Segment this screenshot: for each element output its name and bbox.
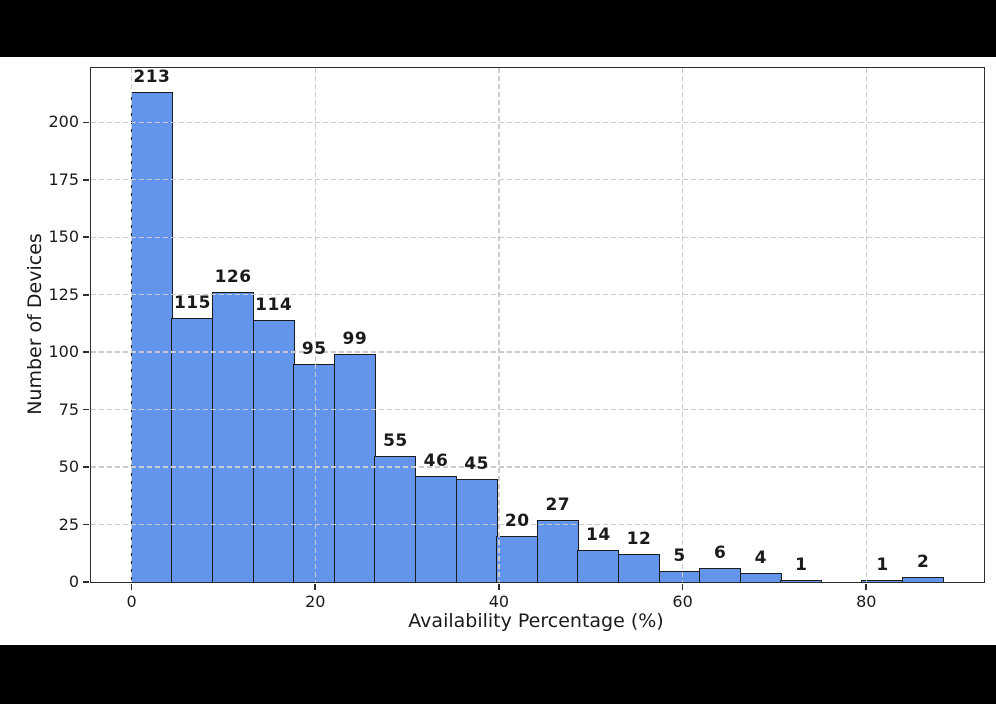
y-tick-mark [83,408,90,411]
histogram-bar [739,572,782,582]
y-axis-title: Number of Devices [24,233,46,415]
chart-figure: 0 20 40 60 80 0 25 50 75 100 125 150 175 200 213 115 126… [0,57,996,645]
histogram-bar [861,579,904,582]
y-tick-mark [83,293,90,296]
y-gridline [91,236,984,238]
x-gridline [498,68,500,582]
y-tick-label: 175 [48,169,79,189]
histogram-bar [577,549,620,582]
histogram-bar [455,478,498,582]
y-gridline [91,351,984,353]
y-tick-label: 25 [58,514,79,534]
histogram-bar [252,320,295,582]
x-gridline [130,68,133,582]
bar-value-label: 45 [464,453,489,474]
x-axis-title: Availability Percentage (%) [408,610,664,632]
y-tick-mark [83,236,90,239]
histogram-bar [658,570,701,582]
bar-value-label: 95 [301,338,327,359]
bar-value-label: 55 [383,430,408,451]
y-gridline [91,179,984,181]
plot-area: 0 20 40 60 80 0 25 50 75 100 125 150 175 200 213 115 126… [48,67,985,611]
y-tick-mark [83,121,90,124]
bar-value-label: 5 [673,545,686,566]
bar-value-label: 14 [586,524,611,545]
bar-value-label: 1 [876,554,889,575]
histogram-bar [536,519,579,582]
histogram-bar [699,568,742,582]
bar-value-label: 6 [713,543,727,564]
bar-value-label: 4 [754,547,767,568]
bar-value-label: 2 [916,552,930,573]
x-gridline [681,68,684,582]
bar-value-label: 99 [342,329,368,350]
y-tick-label: 150 [48,227,79,247]
x-tick-mark [314,583,317,590]
y-tick-mark [83,523,90,526]
y-tick-label: 125 [48,284,79,304]
bar-value-label: 115 [173,292,211,313]
x-tick-mark [865,583,868,590]
y-gridline [91,408,984,411]
bar-value-label: 46 [423,451,449,472]
y-tick-label: 200 [48,112,79,132]
bar-value-label: 1 [795,554,808,575]
x-tick-label: 80 [856,592,877,611]
bar-value-label: 213 [133,67,171,88]
x-tick-mark [130,583,133,590]
y-gridline [91,466,984,468]
x-gridline [314,68,316,582]
histogram-bar [130,92,173,582]
y-tick-label: 0 [68,572,79,591]
x-tick-mark [498,583,500,590]
bar-value-label: 20 [504,511,530,532]
histogram-bar [333,354,376,582]
histogram-bar [374,455,417,582]
histogram-bar [212,292,255,582]
bar-value-label: 126 [214,267,252,288]
histogram-bar [293,363,336,582]
y-gridline [91,294,984,296]
y-tick-label: 75 [58,399,79,419]
histogram-bar [617,554,660,582]
x-tick-label: 40 [488,592,510,611]
y-tick-mark [83,466,90,468]
x-tick-label: 20 [305,592,326,611]
y-tick-mark [83,179,90,181]
histogram-bar [902,577,945,582]
y-tick-label: 50 [58,457,79,477]
y-gridline [91,121,984,124]
y-tick-mark [83,351,90,353]
y-gridline [91,523,984,526]
x-tick-mark [681,583,684,590]
letterbox-bottom [0,645,996,704]
histogram-bar [171,317,214,582]
histogram-bar [414,476,458,582]
bar-value-label: 114 [255,295,293,315]
histogram-bar [780,579,823,582]
histogram-bar [496,536,539,582]
x-tick-label: 60 [672,592,693,611]
bar-value-label: 12 [626,529,652,550]
letterbox-top [0,0,996,57]
x-gridline [865,68,867,582]
y-tick-mark [83,581,90,583]
y-tick-label: 100 [48,342,79,362]
bar-value-label: 27 [545,494,571,515]
x-tick-label: 0 [126,592,137,611]
